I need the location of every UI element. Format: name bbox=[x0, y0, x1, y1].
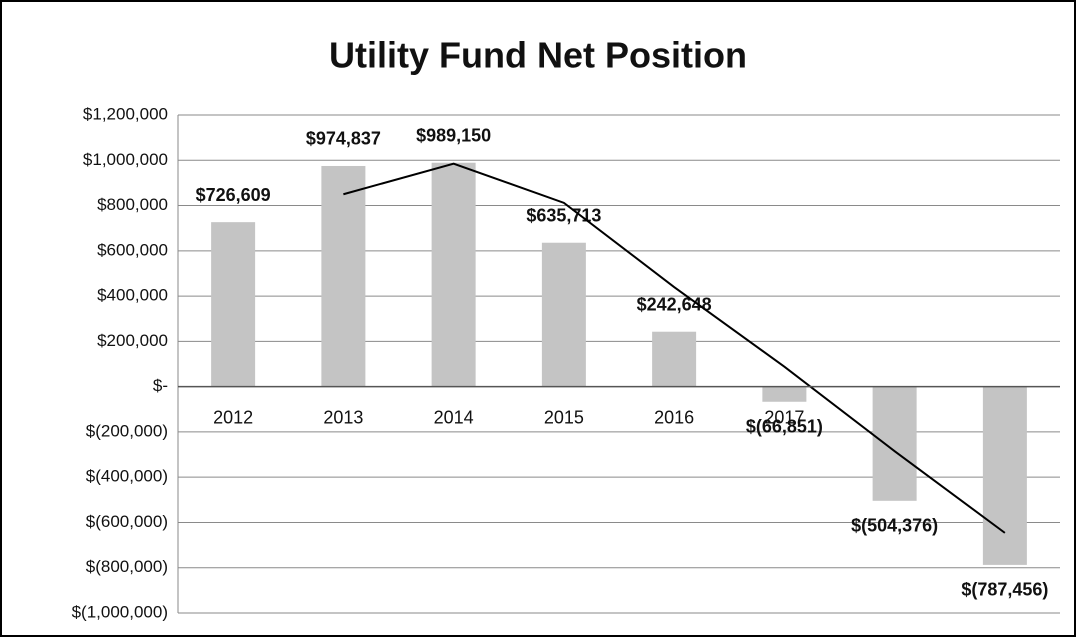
y-tick-label: $200,000 bbox=[97, 331, 168, 350]
y-tick-label: $(600,000) bbox=[86, 512, 168, 531]
y-tick-label: $600,000 bbox=[97, 240, 168, 259]
y-tick-label: $(800,000) bbox=[86, 557, 168, 576]
data-label: $(504,376) bbox=[851, 516, 938, 536]
bar bbox=[321, 165, 366, 387]
x-tick-label: 2015 bbox=[544, 407, 584, 427]
y-tick-label: $(1,000,000) bbox=[72, 602, 168, 621]
data-label: $242,648 bbox=[637, 294, 712, 314]
x-tick-label: 2014 bbox=[434, 407, 474, 427]
y-tick-label: $1,200,000 bbox=[83, 104, 168, 123]
y-tick-label: $(400,000) bbox=[86, 467, 168, 486]
y-tick-label: $800,000 bbox=[97, 195, 168, 214]
y-tick-label: $1,000,000 bbox=[83, 150, 168, 169]
x-tick-label: 2012 bbox=[213, 407, 253, 427]
data-label: $974,837 bbox=[306, 129, 381, 149]
data-label: $(787,456) bbox=[961, 580, 1048, 600]
bar bbox=[872, 386, 917, 501]
data-label: $989,150 bbox=[416, 125, 491, 145]
bar bbox=[431, 162, 476, 387]
y-tick-label: $(200,000) bbox=[86, 421, 168, 440]
x-tick-label: 2016 bbox=[654, 407, 694, 427]
bar bbox=[541, 242, 586, 387]
y-tick-label: $400,000 bbox=[97, 286, 168, 305]
data-label: $726,609 bbox=[196, 185, 271, 205]
x-tick-label: 2017 bbox=[764, 407, 804, 427]
bar bbox=[652, 331, 697, 387]
data-label: $(66,851) bbox=[746, 417, 823, 437]
trend-line bbox=[343, 162, 1006, 534]
y-tick-label: $- bbox=[153, 376, 168, 395]
bar bbox=[982, 386, 1027, 565]
bar bbox=[211, 222, 256, 387]
data-label: $635,713 bbox=[526, 205, 601, 225]
bar bbox=[762, 386, 807, 402]
chart-title: Utility Fund Net Position bbox=[329, 35, 747, 76]
x-tick-label: 2013 bbox=[323, 407, 363, 427]
